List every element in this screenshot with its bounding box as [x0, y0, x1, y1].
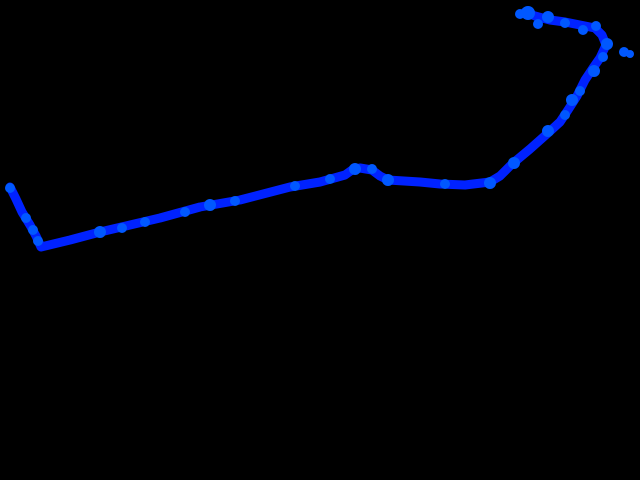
- point: [290, 181, 300, 191]
- point: [440, 179, 450, 189]
- point: [117, 223, 127, 233]
- point: [21, 213, 31, 223]
- point: [28, 225, 38, 235]
- point: [591, 21, 601, 31]
- point: [515, 9, 525, 19]
- point: [578, 25, 588, 35]
- point: [521, 6, 535, 20]
- point: [382, 174, 394, 186]
- point: [626, 50, 634, 58]
- point: [204, 199, 216, 211]
- point: [542, 11, 554, 23]
- point: [367, 164, 377, 174]
- point: [542, 125, 554, 137]
- point: [575, 86, 585, 96]
- point: [325, 174, 335, 184]
- point: [140, 217, 150, 227]
- point: [349, 163, 361, 175]
- point: [484, 177, 496, 189]
- point: [33, 236, 43, 246]
- point: [588, 65, 600, 77]
- point: [508, 157, 520, 169]
- point: [5, 183, 15, 193]
- point: [533, 19, 543, 29]
- point: [230, 196, 240, 206]
- point: [560, 110, 570, 120]
- point: [94, 226, 106, 238]
- point: [598, 52, 608, 62]
- point: [566, 94, 578, 106]
- trajectory-points: [5, 6, 634, 246]
- point: [180, 207, 190, 217]
- point: [601, 38, 613, 50]
- point: [560, 18, 570, 28]
